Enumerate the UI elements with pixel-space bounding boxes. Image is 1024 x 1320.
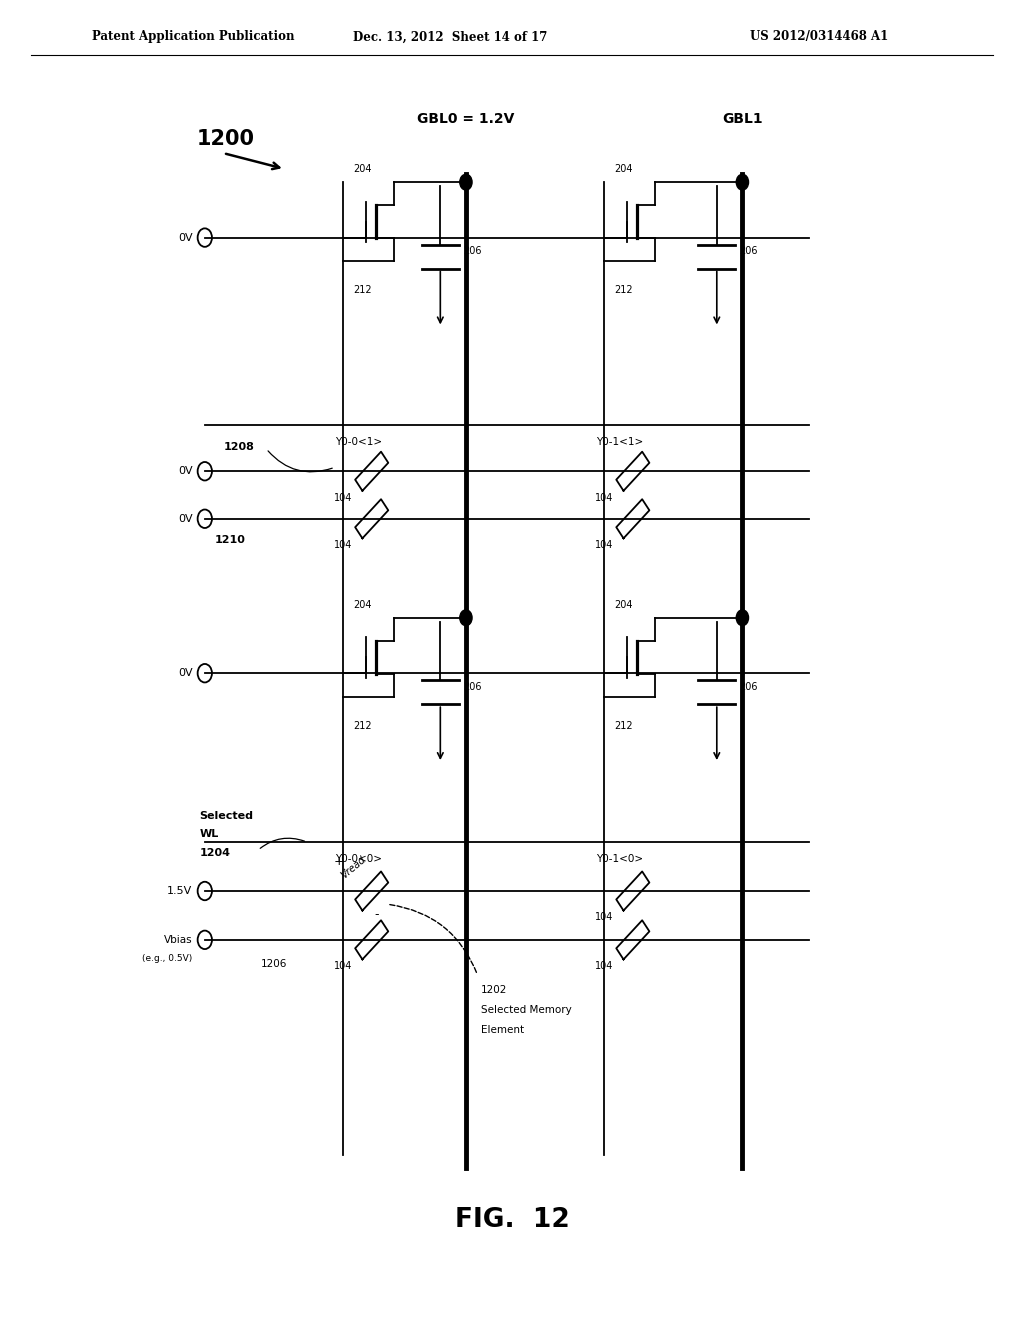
Text: 104: 104 bbox=[595, 912, 613, 923]
Text: Dec. 13, 2012  Sheet 14 of 17: Dec. 13, 2012 Sheet 14 of 17 bbox=[353, 30, 548, 44]
Text: 206: 206 bbox=[463, 682, 481, 692]
Text: 104: 104 bbox=[595, 540, 613, 550]
Text: Y0-0<0>: Y0-0<0> bbox=[335, 854, 382, 865]
Text: (e.g., 0.5V): (e.g., 0.5V) bbox=[142, 954, 193, 962]
Text: 1200: 1200 bbox=[197, 128, 255, 149]
Text: 212: 212 bbox=[614, 285, 633, 296]
Text: 212: 212 bbox=[353, 285, 372, 296]
Text: 204: 204 bbox=[614, 599, 633, 610]
Text: Y0-1<0>: Y0-1<0> bbox=[596, 854, 643, 865]
Text: Element: Element bbox=[481, 1024, 524, 1035]
Text: GBL0 = 1.2V: GBL0 = 1.2V bbox=[417, 112, 515, 125]
Text: 104: 104 bbox=[334, 540, 352, 550]
Text: US 2012/0314468 A1: US 2012/0314468 A1 bbox=[750, 30, 889, 44]
Text: Vbias: Vbias bbox=[164, 935, 193, 945]
Text: Vread: Vread bbox=[339, 854, 368, 880]
Circle shape bbox=[460, 610, 472, 626]
Text: 204: 204 bbox=[353, 599, 372, 610]
Circle shape bbox=[460, 174, 472, 190]
Text: 104: 104 bbox=[334, 492, 352, 503]
Text: Y0-0<1>: Y0-0<1> bbox=[335, 437, 382, 447]
Text: Selected Memory: Selected Memory bbox=[481, 1005, 572, 1015]
Text: 0V: 0V bbox=[178, 466, 193, 477]
Text: 204: 204 bbox=[353, 164, 372, 174]
Text: 0V: 0V bbox=[178, 232, 193, 243]
Text: 104: 104 bbox=[334, 961, 352, 972]
Text: 0V: 0V bbox=[178, 668, 193, 678]
Text: +: + bbox=[334, 855, 344, 869]
Text: 1.5V: 1.5V bbox=[167, 886, 193, 896]
Text: Selected: Selected bbox=[200, 810, 254, 821]
Text: 212: 212 bbox=[614, 721, 633, 731]
Text: 206: 206 bbox=[463, 247, 481, 256]
Text: FIG.  12: FIG. 12 bbox=[455, 1206, 569, 1233]
Text: 1204: 1204 bbox=[200, 847, 230, 858]
Text: 206: 206 bbox=[739, 247, 758, 256]
Text: 212: 212 bbox=[353, 721, 372, 731]
Text: 206: 206 bbox=[739, 682, 758, 692]
Circle shape bbox=[736, 610, 749, 626]
Text: GBL1: GBL1 bbox=[722, 112, 763, 125]
Text: 1210: 1210 bbox=[215, 535, 246, 545]
Circle shape bbox=[736, 174, 749, 190]
Text: WL: WL bbox=[200, 829, 219, 840]
Text: -: - bbox=[375, 908, 379, 921]
Text: 0V: 0V bbox=[178, 513, 193, 524]
Text: 204: 204 bbox=[614, 164, 633, 174]
Text: 104: 104 bbox=[595, 492, 613, 503]
Text: 1208: 1208 bbox=[223, 442, 254, 453]
Text: 1206: 1206 bbox=[261, 958, 288, 969]
Text: Y0-1<1>: Y0-1<1> bbox=[596, 437, 643, 447]
Text: Patent Application Publication: Patent Application Publication bbox=[92, 30, 295, 44]
Text: 104: 104 bbox=[595, 961, 613, 972]
Text: 1202: 1202 bbox=[481, 985, 508, 995]
